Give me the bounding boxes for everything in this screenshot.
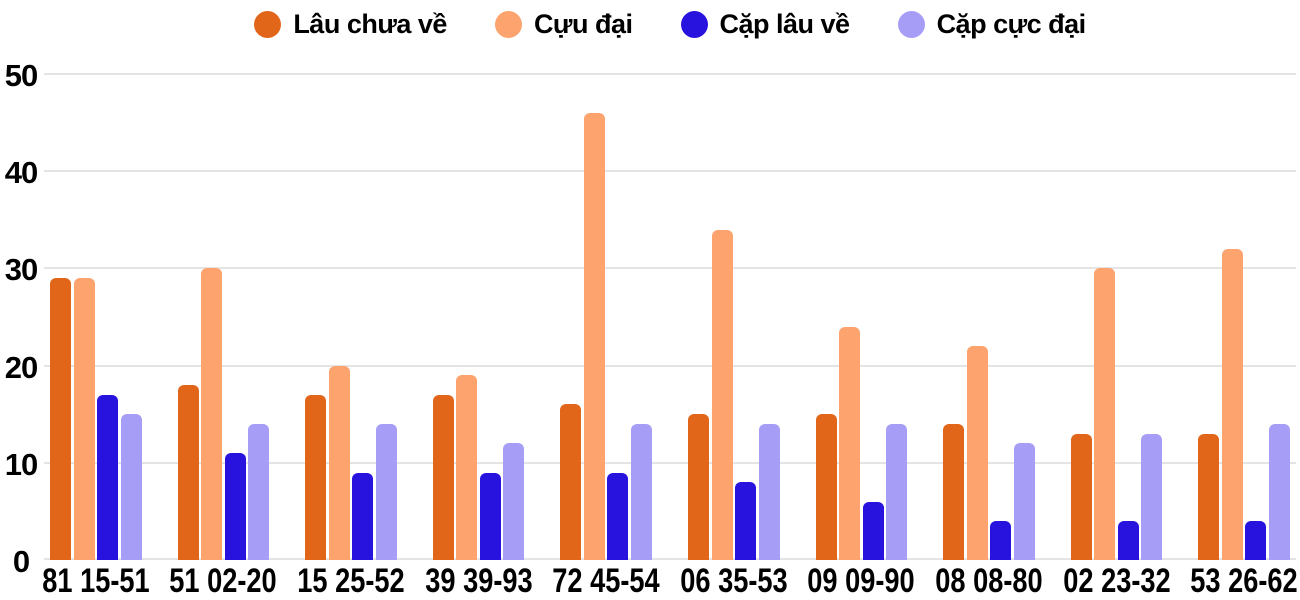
legend-item-series1[interactable]: Cựu đại (494, 8, 633, 40)
bar-series0-cat9 (1198, 433, 1220, 560)
bar-series2-cat9 (1245, 521, 1267, 560)
bar-series2-cat7 (990, 521, 1012, 560)
bar-group (815, 74, 908, 560)
bar-series0-cat8 (1070, 433, 1092, 560)
bar-series2-cat3 (479, 472, 501, 560)
bar-series0-cat3 (432, 394, 454, 560)
legend-dot-icon (494, 10, 522, 38)
legend-dot-icon (680, 10, 708, 38)
bar-series3-cat4 (630, 423, 652, 560)
gridline (44, 364, 1296, 367)
bar-series2-cat6 (862, 501, 884, 560)
bar-series1-cat6 (839, 326, 861, 560)
bar-series3-cat8 (1141, 433, 1163, 560)
bar-series3-cat5 (758, 423, 780, 560)
bar-series3-cat9 (1268, 423, 1290, 560)
bar-series3-cat2 (375, 423, 397, 560)
bar-group (560, 74, 652, 560)
gridline (44, 170, 1296, 173)
x-axis-category-label: 72 45-54 (552, 562, 660, 600)
x-axis-category-label: 53 26-62 (1190, 562, 1298, 600)
y-axis-tick-label: 40 (4, 155, 38, 191)
bar-group (1070, 74, 1163, 560)
bar-group (1198, 74, 1290, 560)
bar-series2-cat5 (735, 482, 756, 560)
y-axis-tick-label: 30 (4, 252, 38, 288)
y-axis-tick-label: 0 (12, 544, 30, 579)
bar-group (432, 74, 525, 560)
bar-series0-cat5 (688, 414, 709, 560)
x-axis-category-label: 08 08-80 (935, 562, 1043, 600)
legend: Lâu chưa về Cựu đại Cặp lâu về Cặp cực đại (44, 6, 1296, 42)
bar-series2-cat8 (1117, 521, 1139, 560)
bar-group (50, 74, 142, 560)
bar-group (688, 74, 780, 560)
bar-series1-cat3 (456, 375, 478, 560)
bar-series3-cat6 (886, 423, 908, 560)
bar-series2-cat1 (224, 453, 246, 560)
bar-series1-cat2 (328, 365, 350, 560)
bar-series0-cat7 (943, 423, 965, 560)
y-axis-tick-label: 10 (4, 446, 38, 482)
bar-series2-cat4 (607, 472, 629, 560)
bar-series1-cat0 (73, 278, 95, 560)
x-axis-category-label: 51 02-20 (169, 562, 278, 600)
bar-series3-cat3 (503, 443, 525, 560)
y-axis-tick-label: 20 (4, 349, 38, 385)
bar-series0-cat6 (815, 414, 837, 560)
bar-series2-cat0 (97, 394, 118, 560)
bar-group (943, 74, 1035, 560)
legend-item-series0[interactable]: Lâu chưa về (254, 9, 447, 40)
bar-series0-cat2 (305, 394, 327, 560)
x-axis-category-label: 09 09-90 (807, 562, 916, 600)
bar-series3-cat1 (248, 423, 270, 560)
bar-series3-cat0 (120, 414, 142, 560)
bar-series0-cat0 (50, 278, 71, 560)
plot-area (44, 73, 1296, 560)
gridline (44, 461, 1296, 464)
x-axis-category-label: 15 25-52 (297, 562, 405, 600)
bar-series2-cat2 (352, 472, 374, 560)
bar-series0-cat4 (560, 404, 582, 560)
legend-item-series3[interactable]: Cặp cực đại (897, 8, 1087, 40)
x-axis-category-label: 81 15-51 (42, 562, 150, 600)
legend-dot-icon (254, 10, 282, 38)
bar-group (305, 74, 397, 560)
legend-label: Cặp cực đại (936, 8, 1087, 39)
bar-series1-cat4 (583, 112, 605, 560)
bar-series1-cat1 (201, 268, 223, 560)
y-axis-tick-label: 50 (4, 58, 38, 93)
x-axis-category-label: 02 23-32 (1062, 562, 1171, 600)
gridline (44, 73, 1296, 75)
bar-series1-cat5 (711, 229, 733, 560)
bar-series3-cat7 (1013, 443, 1035, 560)
legend-label: Cựu đại (533, 8, 633, 39)
x-axis-category-label: 06 35-53 (680, 562, 788, 600)
bar-series1-cat7 (966, 346, 988, 560)
legend-label: Cặp lâu về (719, 8, 851, 39)
bar-series1-cat9 (1221, 248, 1243, 560)
legend-label: Lâu chưa về (293, 8, 447, 39)
gridline (44, 558, 1296, 560)
x-axis-category-label: 39 39-93 (424, 562, 533, 600)
gridline (44, 267, 1296, 270)
legend-item-series2[interactable]: Cặp lâu về (680, 8, 851, 40)
legend-dot-icon (897, 10, 925, 38)
bar-series1-cat8 (1094, 268, 1116, 560)
bar-group (177, 74, 270, 560)
bar-series0-cat1 (177, 385, 199, 560)
